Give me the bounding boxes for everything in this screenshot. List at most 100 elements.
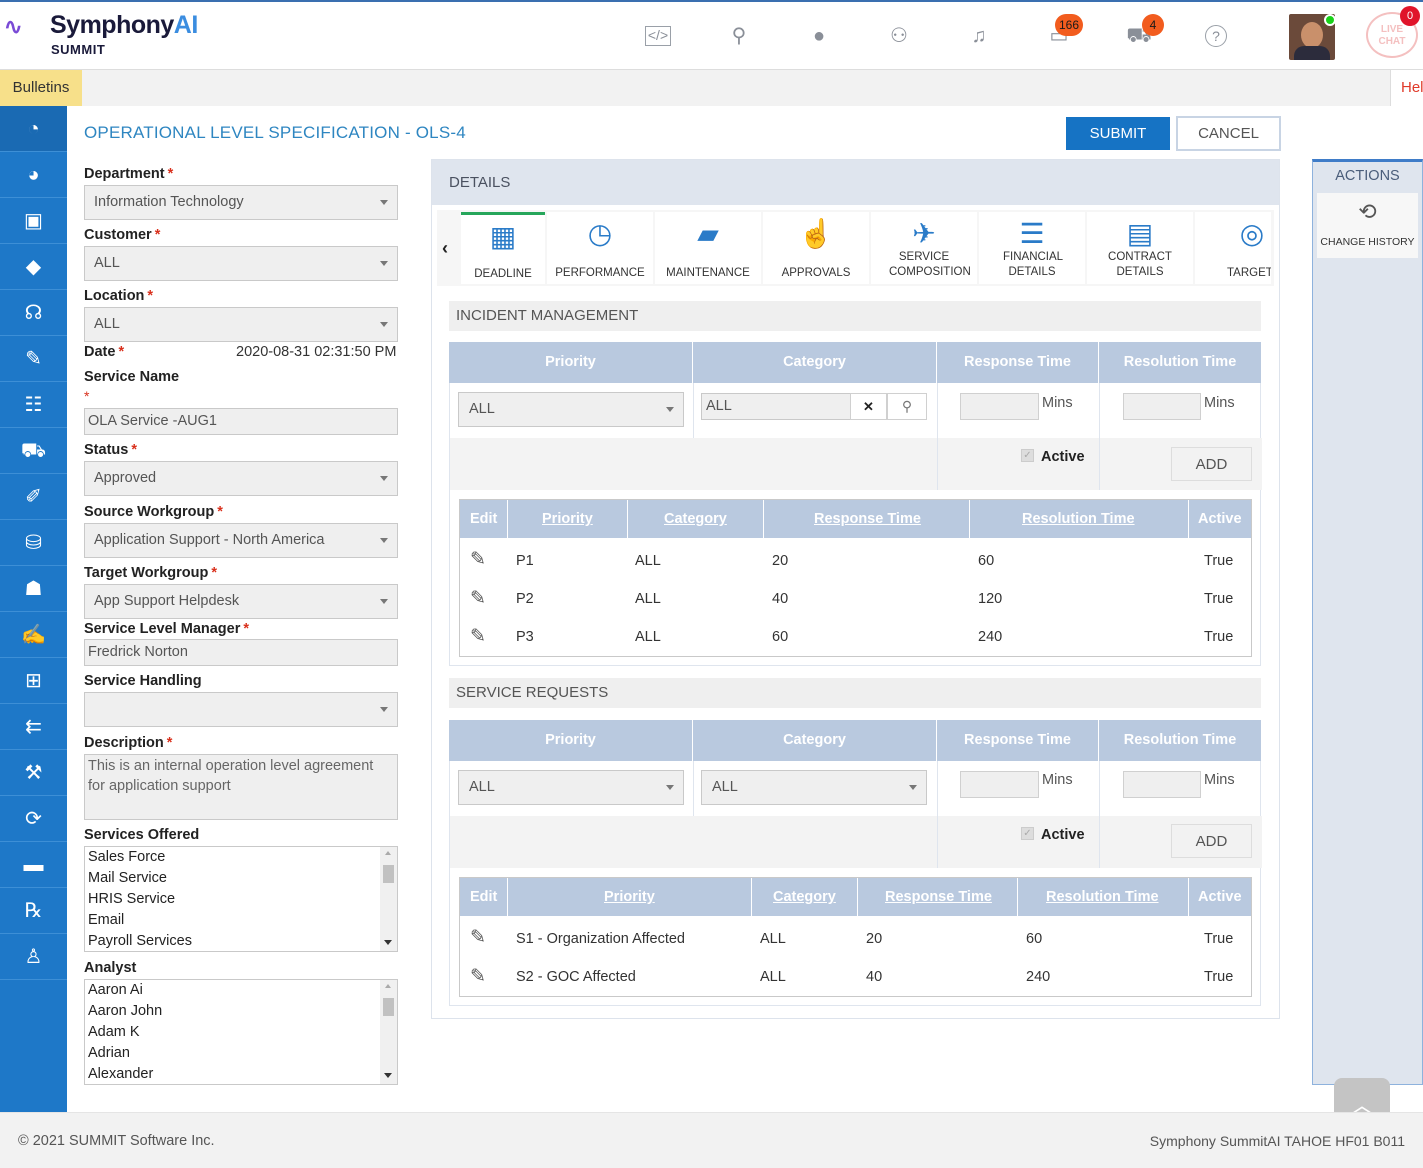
bell-icon[interactable]: ♫ [971,25,987,47]
workflow-icon[interactable]: ⊞ [0,658,67,704]
tab-contract-details[interactable]: ▤ CONTRACT DETAILS [1087,212,1193,284]
tab-service-composition[interactable]: ✈ SERVICE COMPOSITION [871,212,977,284]
incident-add-button[interactable]: ADD [1171,447,1252,481]
department-select[interactable]: Information Technology [84,185,398,220]
dashboard-icon[interactable]: ◔ [0,106,67,152]
target-workgroup-select[interactable]: App Support Helpdesk [84,584,398,619]
status-select[interactable]: Approved [84,461,398,496]
search-icon[interactable]: ⚲ [887,393,927,420]
hierarchy-icon[interactable]: ⇇ [0,704,67,750]
sort-priority-link[interactable]: Priority [604,889,655,905]
sort-category-link[interactable]: Category [773,889,836,905]
edit-icon[interactable]: ✎ [470,588,486,609]
sr-response-time-input[interactable] [960,771,1039,798]
tab-maintenance[interactable]: ▰ MAINTENANCE [655,212,761,284]
list-item[interactable]: Aaron John [88,1003,163,1019]
list-item[interactable]: Mail Service [88,870,167,886]
list-item[interactable]: Aaron Ai [88,982,143,998]
live-chat-button[interactable]: LIVE CHAT [1366,12,1418,58]
incident-priority-select[interactable]: ALL [458,392,684,427]
sr-priority-select[interactable]: ALL [458,770,684,805]
person-icon[interactable]: ♙ [0,934,67,980]
analyst-list[interactable]: Aaron Ai Aaron John Adam K Adrian Alexan… [84,979,398,1085]
sort-response-time-link[interactable]: Response Time [814,511,921,527]
sort-resolution-time-link[interactable]: Resolution Time [1046,889,1159,905]
app-header: ∿ SymphonyAI SUMMIT </> ⚲ ● ⚇ ♫ ▭ 166 ⛟ … [0,0,1423,70]
incident-resolution-time-input[interactable] [1123,393,1201,420]
cancel-button[interactable]: CANCEL [1176,116,1281,151]
caret-down-icon [666,785,674,790]
logo-text[interactable]: SymphonyAI [50,11,198,39]
incident-response-time-input[interactable] [960,393,1039,420]
hammer-icon[interactable]: ⚒ [0,750,67,796]
globe-icon[interactable]: ● [812,25,826,47]
edit-icon[interactable]: ✎ [470,966,486,987]
source-workgroup-select[interactable]: Application Support - North America [84,523,398,558]
monitor-icon[interactable]: ▣ [0,198,67,244]
sr-category-select[interactable]: ALL [701,770,927,805]
sr-active-checkbox[interactable]: ✓ [1021,827,1034,840]
source-workgroup-label: Source Workgroup * [84,504,223,520]
list-item[interactable]: Sales Force [88,849,166,865]
location-select[interactable]: ALL [84,307,398,342]
service-name-input[interactable]: OLA Service -AUG1 [84,408,398,435]
document-edit-icon[interactable]: ✐ [0,474,67,520]
chevron-left-icon[interactable]: ‹ [442,238,448,258]
incident-active-checkbox[interactable]: ✓ [1021,449,1034,462]
ticket-icon[interactable]: ◆ [0,244,67,290]
change-icon[interactable]: ⟳ [0,796,67,842]
edit-icon[interactable]: ✎ [470,626,486,647]
list-item[interactable]: HRIS Service [88,891,176,907]
description-textarea[interactable]: This is an internal operation level agre… [84,754,398,820]
help-tab[interactable]: Hel [1390,70,1423,106]
scrollbar[interactable] [380,847,397,951]
sr-add-button[interactable]: ADD [1171,824,1252,858]
list-item[interactable]: Adam K [88,1024,140,1040]
customer-select[interactable]: ALL [84,246,398,281]
list-item[interactable]: Adrian [88,1045,130,1061]
report-icon[interactable]: ℞ [0,888,67,934]
description-label: Description * [84,735,173,751]
tab-approvals[interactable]: ☝ APPROVALS [763,212,869,284]
change-history-button[interactable]: ⟲ CHANGE HISTORY [1317,193,1418,258]
tab-target[interactable]: ◎ TARGET [1195,212,1271,284]
services-offered-list[interactable]: Sales Force Mail Service HRIS Service Em… [84,846,398,952]
pie-chart-icon[interactable]: ◕ [0,152,67,198]
edit-document-icon[interactable]: ✎ [0,336,67,382]
tab-performance[interactable]: ◷ PERFORMANCE [547,212,653,284]
cart-icon[interactable]: ⛟ [0,428,67,474]
clear-icon[interactable]: ✕ [850,393,887,420]
sort-resolution-time-link[interactable]: Resolution Time [1022,511,1135,527]
list-item[interactable]: Payroll Services [88,933,192,949]
edit-icon[interactable]: ✎ [470,927,486,948]
sort-priority-link[interactable]: Priority [542,511,593,527]
code-icon[interactable]: </> [645,26,671,46]
users-icon[interactable]: ⚇ [890,25,908,47]
help-icon[interactable]: ? [1205,25,1227,47]
tab-financial-details[interactable]: ☰ FINANCIAL DETAILS [979,212,1085,284]
clipboard-icon: ☰ [1019,218,1045,249]
briefcase-icon[interactable]: ▬ [0,842,67,888]
user-desk-icon[interactable]: ☗ [0,566,67,612]
service-handling-select[interactable] [84,692,398,727]
sort-category-link[interactable]: Category [664,511,727,527]
history-icon: ⟲ [1358,199,1377,224]
search-icon[interactable]: ⚲ [731,25,747,47]
edit-icon[interactable]: ✎ [470,549,486,570]
scrollbar[interactable] [380,980,397,1084]
support-agent-icon[interactable]: ☊ [0,290,67,336]
list-item[interactable]: Email [88,912,125,928]
list-item[interactable]: Alexander [88,1066,154,1082]
incident-category-input[interactable]: ALL [701,393,851,420]
tab-deadline[interactable]: ▦ DEADLINE [461,212,545,284]
submit-button[interactable]: SUBMIT [1066,117,1170,150]
target-icon: ◎ [1239,218,1265,249]
service-level-manager-input[interactable]: Fredrick Norton [84,639,398,666]
sort-response-time-link[interactable]: Response Time [885,889,992,905]
logo-icon: ∿ [4,14,23,39]
notepad-icon[interactable]: ✍ [0,612,67,658]
bulletins-tab[interactable]: Bulletins [0,70,82,106]
checklist-icon[interactable]: ☷ [0,382,67,428]
sr-resolution-time-input[interactable] [1123,771,1201,798]
database-icon[interactable]: ⛁ [0,520,67,566]
